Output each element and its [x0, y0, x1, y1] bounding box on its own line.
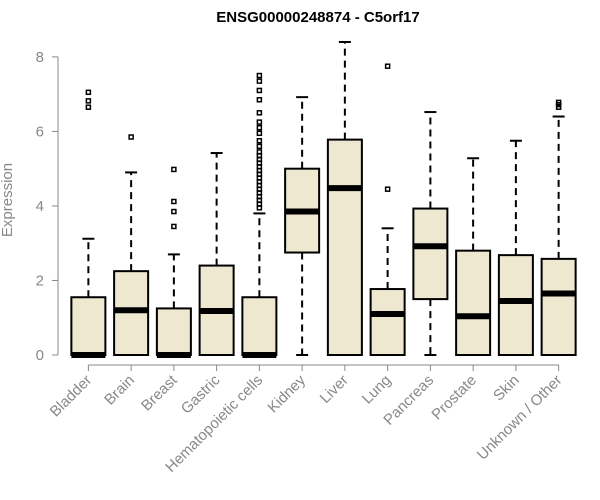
outlier-point: [85, 98, 92, 104]
box-iqr: [540, 257, 577, 356]
outlier-point: [171, 166, 177, 173]
outlier-point: [256, 97, 263, 103]
box-iqr: [241, 296, 278, 356]
box-skin: [497, 139, 534, 356]
box-iqr: [155, 307, 192, 356]
outlier-point: [384, 186, 391, 192]
box-brain: [113, 134, 150, 356]
outlier-point: [256, 110, 263, 116]
box-bladder: [70, 89, 107, 358]
box-kidney: [284, 96, 321, 356]
outlier-point: [256, 78, 263, 84]
outlier-point: [85, 104, 92, 110]
y-tick-label: 4: [36, 198, 44, 215]
x-tick-label: Breast: [138, 371, 181, 414]
outlier-point: [128, 134, 134, 140]
box-unknown-other: [540, 99, 577, 356]
outlier-point: [256, 119, 263, 125]
box-iqr: [369, 288, 406, 356]
chart-title: ENSG00000248874 - C5orf17: [216, 9, 419, 26]
box-iqr: [70, 296, 107, 356]
outlier-point: [256, 143, 263, 150]
x-tick-label: Liver: [317, 372, 352, 407]
outlier-point: [256, 124, 263, 131]
y-tick-label: 2: [36, 272, 44, 289]
box-iqr: [455, 249, 492, 357]
y-tick-label: 8: [36, 49, 44, 66]
outlier-point: [256, 137, 263, 144]
outlier-point: [256, 149, 263, 155]
outlier-point: [256, 72, 263, 79]
box-iqr: [326, 138, 363, 356]
outlier-point: [384, 63, 391, 69]
box-hematopoietic-cells: [241, 72, 278, 358]
x-tick-label: Kidney: [264, 371, 309, 416]
outlier-point: [555, 99, 562, 106]
x-tick-label: Prostate: [428, 372, 480, 424]
box-lung: [369, 63, 406, 356]
outlier-point: [171, 208, 177, 215]
y-tick-label: 0: [36, 347, 44, 364]
box-liver: [326, 41, 363, 356]
outlier-point: [171, 198, 177, 205]
y-axis-label: Expression: [0, 163, 16, 237]
outlier-point: [85, 89, 92, 96]
boxes-group: [70, 41, 577, 358]
box-prostate: [455, 157, 492, 357]
y-tick-label: 6: [36, 123, 44, 140]
box-breast: [155, 166, 192, 358]
x-tick-label: Skin: [490, 372, 523, 405]
x-tick-label: Lung: [359, 372, 395, 408]
x-tick-label: Bladder: [47, 372, 96, 421]
box-iqr: [412, 207, 449, 301]
outlier-point: [256, 130, 263, 137]
box-gastric: [198, 152, 235, 357]
box-iqr: [497, 254, 534, 356]
outlier-point: [171, 223, 177, 230]
y-axis: 0 2 4 6 8: [36, 49, 59, 364]
x-tick-label: Brain: [101, 372, 138, 409]
outlier-point: [256, 87, 263, 94]
box-pancreas: [412, 111, 449, 356]
